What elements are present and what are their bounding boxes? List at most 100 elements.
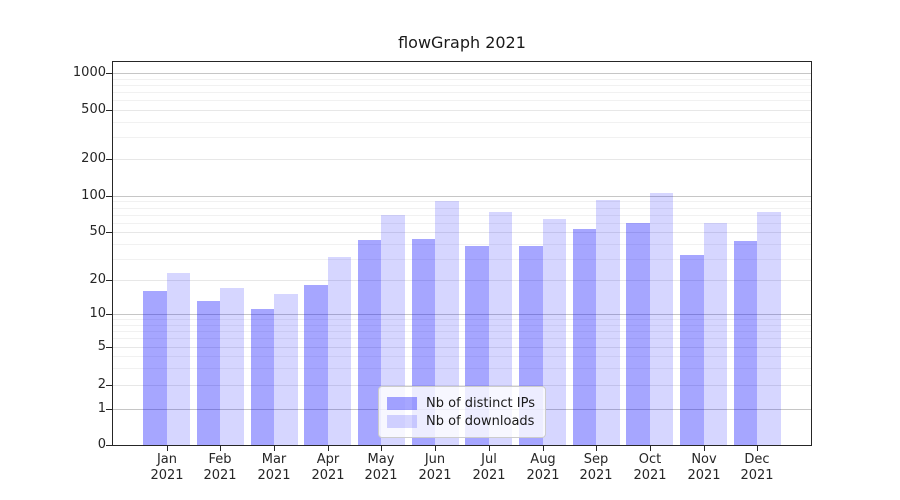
x-tick-label-nov: Nov 2021 <box>669 452 739 484</box>
x-tick-year: 2021 <box>687 468 721 483</box>
bar-downloads-jan <box>166 272 191 445</box>
x-tick-label-oct: Oct 2021 <box>615 452 685 484</box>
y-tick-mark-10 <box>106 314 112 315</box>
bar-distinct-ips-dec <box>733 241 758 445</box>
x-tick-mark-dec <box>757 446 758 451</box>
x-tick-mark-jun <box>435 446 436 451</box>
plot-area: Nb of distinct IPs Nb of downloads <box>112 61 812 446</box>
y-tick-label-0: 0 <box>97 437 106 452</box>
bar-distinct-ips-sep <box>572 228 597 445</box>
gridline-minor-y-40 <box>113 244 811 245</box>
x-tick-mark-oct <box>650 446 651 451</box>
gridline-y-100 <box>113 196 811 197</box>
bar-downloads-dec <box>757 212 781 445</box>
gridline-y-20 <box>113 280 811 281</box>
bar-distinct-ips-apr <box>304 285 328 445</box>
bar-distinct-ips-nov <box>680 255 704 445</box>
x-tick-year: 2021 <box>257 468 291 483</box>
gridline-y-2 <box>113 385 811 386</box>
x-tick-mark-nov <box>704 446 705 451</box>
bar-distinct-ips-oct <box>626 222 650 445</box>
x-tick-year: 2021 <box>364 468 398 483</box>
x-tick-month: Nov <box>691 452 717 467</box>
gridline-minor-y-80 <box>113 208 811 209</box>
x-tick-label-jul: Jul 2021 <box>454 452 524 484</box>
y-tick-mark-20 <box>106 280 112 281</box>
x-tick-mark-jul <box>489 446 490 451</box>
chart-title: flowGraph 2021 <box>398 33 526 52</box>
y-tick-mark-1 <box>106 409 112 410</box>
x-tick-label-jan: Jan 2021 <box>132 452 202 484</box>
x-tick-year: 2021 <box>472 468 506 483</box>
gridline-minor-y-3 <box>113 368 811 369</box>
y-tick-label-2: 2 <box>97 377 106 392</box>
gridline-minor-y-400 <box>113 122 811 123</box>
x-tick-month: Mar <box>261 452 287 467</box>
x-tick-mark-aug <box>543 446 544 451</box>
x-tick-label-apr: Apr 2021 <box>293 452 363 484</box>
x-tick-label-aug: Aug 2021 <box>508 452 578 484</box>
y-tick-mark-5 <box>106 347 112 348</box>
x-tick-month: Apr <box>316 452 340 467</box>
bar-downloads-mar <box>274 294 298 445</box>
legend-label-downloads: Nb of downloads <box>426 413 535 429</box>
x-tick-year: 2021 <box>311 468 345 483</box>
bar-downloads-feb <box>220 287 244 445</box>
gridline-minor-y-300 <box>113 137 811 138</box>
x-tick-mark-mar <box>274 446 275 451</box>
gridline-minor-y-9 <box>113 319 811 320</box>
x-tick-label-jun: Jun 2021 <box>400 452 470 484</box>
x-tick-label-sep: Sep 2021 <box>561 452 631 484</box>
y-tick-label-5: 5 <box>97 339 106 354</box>
gridline-y-500 <box>113 110 811 111</box>
y-tick-mark-100 <box>106 196 112 197</box>
bar-downloads-oct <box>649 193 674 445</box>
y-tick-label-20: 20 <box>89 272 106 287</box>
gridline-y-1000 <box>113 73 811 74</box>
x-tick-year: 2021 <box>740 468 774 483</box>
gridline-y-10 <box>113 314 811 315</box>
gridline-minor-y-90 <box>113 201 811 202</box>
bar-distinct-ips-may <box>357 239 382 445</box>
legend-row-downloads: Nb of downloads <box>387 413 535 429</box>
x-tick-year: 2021 <box>150 468 184 483</box>
x-tick-mark-may <box>381 446 382 451</box>
y-tick-mark-50 <box>106 232 112 233</box>
y-tick-mark-2 <box>106 385 112 386</box>
x-tick-mark-apr <box>328 446 329 451</box>
y-tick-label-500: 500 <box>81 102 106 117</box>
y-tick-label-100: 100 <box>81 188 106 203</box>
x-tick-month: Jun <box>424 452 446 467</box>
gridline-minor-y-70 <box>113 215 811 216</box>
x-tick-mark-feb <box>220 446 221 451</box>
x-tick-month: Dec <box>744 452 770 467</box>
x-tick-month: Oct <box>638 452 662 467</box>
x-tick-label-may: May 2021 <box>346 452 416 484</box>
y-tick-label-10: 10 <box>89 306 106 321</box>
y-tick-label-50: 50 <box>89 224 106 239</box>
legend-swatch-downloads <box>387 414 418 428</box>
y-tick-label-1000: 1000 <box>72 65 106 80</box>
gridline-minor-y-4 <box>113 356 811 357</box>
x-tick-year: 2021 <box>203 468 237 483</box>
gridline-y-200 <box>113 159 811 160</box>
x-tick-label-mar: Mar 2021 <box>239 452 309 484</box>
x-tick-year: 2021 <box>526 468 560 483</box>
bar-downloads-nov <box>703 222 728 445</box>
y-tick-label-1: 1 <box>97 401 106 416</box>
bar-distinct-ips-jan <box>143 290 167 445</box>
x-tick-year: 2021 <box>633 468 667 483</box>
gridline-y-5 <box>113 347 811 348</box>
y-tick-mark-1000 <box>106 73 112 74</box>
gridline-minor-y-800 <box>113 85 811 86</box>
gridline-minor-y-7 <box>113 331 811 332</box>
y-tick-mark-500 <box>106 110 112 111</box>
gridline-minor-y-60 <box>113 223 811 224</box>
x-tick-label-dec: Dec 2021 <box>722 452 792 484</box>
legend-label-distinct-ips: Nb of distinct IPs <box>426 395 535 411</box>
x-tick-label-feb: Feb 2021 <box>185 452 255 484</box>
gridline-minor-y-6 <box>113 338 811 339</box>
gridline-y-50 <box>113 232 811 233</box>
x-tick-mark-jan <box>167 446 168 451</box>
